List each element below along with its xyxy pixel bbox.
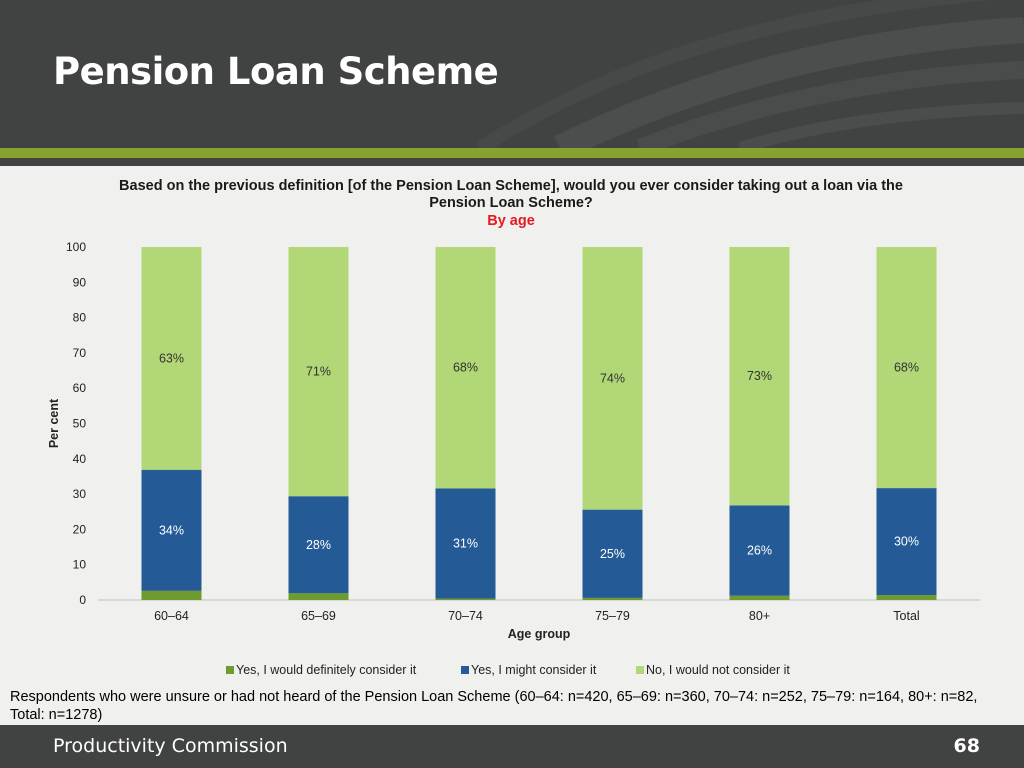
y-tick-label: 60 xyxy=(73,381,87,395)
legend-swatch xyxy=(636,666,644,674)
accent-stripe xyxy=(0,148,1024,158)
y-axis-title: Per cent xyxy=(47,398,61,448)
x-tick-label: 60–64 xyxy=(154,609,189,623)
footer-organisation: Productivity Commission xyxy=(53,735,288,757)
data-label: 68% xyxy=(453,361,478,375)
bar-segment xyxy=(876,595,937,600)
y-tick-label: 80 xyxy=(73,311,87,325)
x-tick-label: 70–74 xyxy=(448,609,483,623)
x-tick-label: Total xyxy=(893,609,919,623)
bar-segment xyxy=(582,509,643,598)
bar-segment xyxy=(729,595,790,600)
y-tick-label: 90 xyxy=(73,275,87,289)
chart-subtitle: By age xyxy=(487,213,535,229)
bar-segment xyxy=(141,590,202,600)
data-label: 34% xyxy=(159,523,184,537)
divider-stripe xyxy=(0,158,1024,166)
x-tick-label: 80+ xyxy=(749,609,770,623)
header-swoosh-decoration xyxy=(476,0,1024,148)
x-tick-label: 75–79 xyxy=(595,609,630,623)
bar-segment xyxy=(288,593,349,600)
bar-segment xyxy=(141,247,202,470)
bar-segment xyxy=(582,597,643,600)
bar-segment xyxy=(876,247,937,489)
data-label: 26% xyxy=(747,544,772,558)
slide-title: Pension Loan Scheme xyxy=(53,50,499,93)
bar-segment xyxy=(729,505,790,596)
data-label: 74% xyxy=(600,371,625,385)
footnote: Respondents who were unsure or had not h… xyxy=(10,689,978,723)
legend-label: No, I would not consider it xyxy=(646,663,790,677)
legend-label: Yes, I would definitely consider it xyxy=(236,663,417,677)
bar-segment xyxy=(582,247,643,510)
data-label: 31% xyxy=(453,537,478,551)
bar-segment xyxy=(435,598,496,600)
legend-swatch xyxy=(461,666,469,674)
data-label: 28% xyxy=(306,538,331,552)
bar-segment xyxy=(141,469,202,591)
x-axis-title: Age group xyxy=(508,627,571,641)
y-tick-label: 20 xyxy=(73,522,87,536)
data-label: 71% xyxy=(306,365,331,379)
chart-title: Based on the previous definition [of the… xyxy=(119,178,903,211)
slide-footer: Productivity Commission 68 xyxy=(0,725,1024,768)
y-tick-label: 10 xyxy=(73,558,87,572)
bar-segment xyxy=(288,496,349,594)
data-label: 68% xyxy=(894,361,919,375)
y-tick-label: 50 xyxy=(73,417,87,431)
slide-header: Pension Loan Scheme xyxy=(0,0,1024,148)
y-tick-label: 100 xyxy=(66,240,86,254)
legend-label: Yes, I might consider it xyxy=(471,663,597,677)
y-tick-label: 40 xyxy=(73,452,87,466)
x-tick-label: 65–69 xyxy=(301,609,336,623)
data-label: 25% xyxy=(600,547,625,561)
data-label: 30% xyxy=(894,535,919,549)
bar-segment xyxy=(729,247,790,506)
data-label: 73% xyxy=(747,369,772,383)
bar-segment xyxy=(876,488,937,596)
stacked-bar-chart: 0 10 20 30 40 50 60 70 80 90 100 34% 63% 60–64 28% 71% 6… xyxy=(47,240,980,677)
y-tick-label: 0 xyxy=(79,593,86,607)
bar-segment xyxy=(435,488,496,599)
y-tick-label: 70 xyxy=(73,346,87,360)
bar-segment xyxy=(435,247,496,489)
legend-swatch xyxy=(226,666,234,674)
y-tick-label: 30 xyxy=(73,487,87,501)
bar-segment xyxy=(288,247,349,497)
data-label: 63% xyxy=(159,351,184,365)
page-number: 68 xyxy=(953,735,980,757)
